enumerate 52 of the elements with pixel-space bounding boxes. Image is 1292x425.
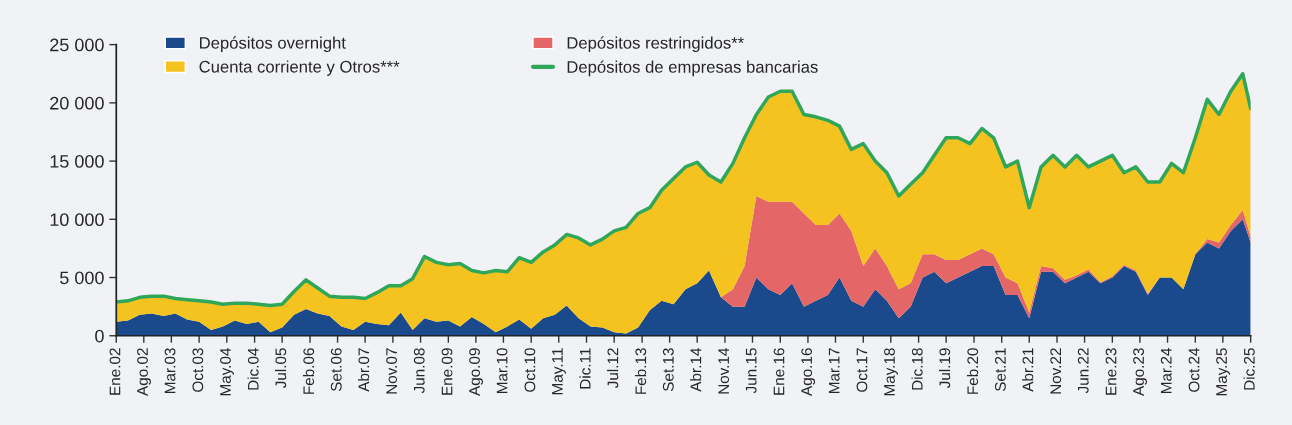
legend-label: Depósitos restringidos** [567,36,744,53]
x-tick-label: May.18 [884,348,898,396]
x-tick-label: Dic.25 [1243,348,1255,390]
x-tick-label: Ene.02 [109,348,121,395]
x-tick-label: Abr.14 [690,348,702,392]
x-tick-label: Oct.17 [856,348,868,392]
y-tick-label: 10 000 [50,213,104,227]
x-tick-label: Nov.14 [718,348,730,394]
legend-label: Cuenta corriente y Otros*** [199,60,400,76]
x-tick-label: Feb.06 [302,348,315,394]
y-tick-label: 15 000 [50,155,104,168]
x-tick-label: Oct.10 [524,348,536,392]
x-tick-label: Ago.02 [137,348,151,396]
x-tick-label: Feb.13 [634,348,647,394]
x-tick-label: Nov.22 [1050,348,1062,394]
x-tick-label: Ene.23 [1105,348,1117,395]
x-tick-label: Ago.16 [801,348,816,396]
x-tick-label: Jul.19 [939,348,951,389]
x-tick-label: May.11 [552,348,566,395]
y-tick-label: 20 000 [50,96,104,110]
x-tick-label: Ago.09 [469,348,483,396]
x-tick-label: Mar.17 [828,348,840,394]
x-tick-label: Feb.20 [966,348,979,394]
x-tick-label: Set.06 [330,348,342,392]
legend-label: Depósitos de empresas bancarias [567,60,818,77]
x-tick-label: Mar.10 [496,348,508,394]
x-tick-label: Nov.07 [386,348,397,394]
x-tick-label: May.04 [220,348,234,396]
x-tick-label: Abr.07 [357,348,370,392]
x-tick-label: Jun.15 [745,348,757,394]
x-tick-label: Set.21 [994,348,1006,392]
x-tick-label: Jul.12 [607,348,619,389]
x-tick-label: Set.13 [662,348,674,392]
x-tick-label: Jun.08 [413,348,425,394]
x-tick-label: Abr.21 [1022,348,1034,392]
x-tick-label: Oct.24 [1188,348,1200,392]
y-tick-label: 5 000 [60,271,104,285]
x-tick-label: Mar.24 [1160,348,1172,394]
x-tick-label: Mar.03 [164,348,176,394]
x-tick-label: Ene.09 [441,348,453,395]
x-tick-label: Dic.18 [911,348,923,390]
x-tick-label: Ago.23 [1133,348,1147,396]
x-tick-label: Dic.04 [247,348,259,390]
x-tick-label: Dic.11 [579,348,591,389]
x-tick-label: Ene.16 [773,348,785,395]
y-tick-label: 0 [95,329,104,343]
x-tick-label: Oct.03 [192,348,204,392]
x-tick-label: Jul.05 [275,348,287,389]
legend-label: Depósitos overnight [200,36,346,53]
x-tick-label: Jun.22 [1077,348,1089,394]
x-tick-label: May.25 [1216,348,1230,396]
y-tick-label: 25 000 [50,38,104,52]
